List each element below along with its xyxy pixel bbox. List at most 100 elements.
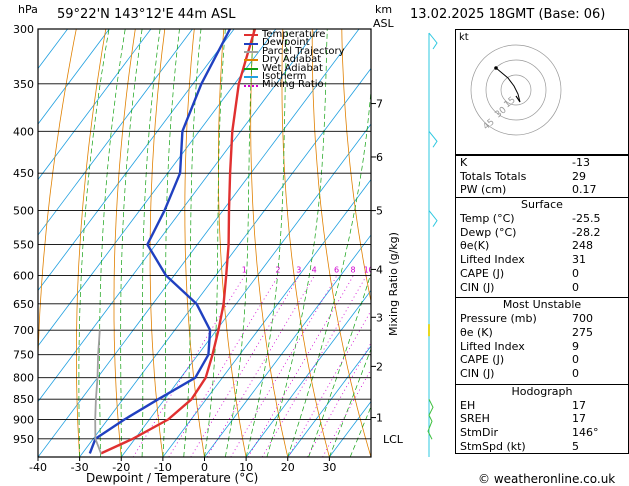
mixing-ratio-line: [132, 275, 246, 457]
hodograph-ring-label-15: 15: [503, 95, 518, 110]
legend-swatch: [244, 42, 258, 45]
legend-swatch: [244, 76, 258, 79]
mu-label: Pressure (mb): [460, 312, 537, 326]
temp-tick-label: -40: [29, 461, 47, 474]
legend-label: Wet Adiabat: [262, 62, 323, 74]
surface-label: Lifted Index: [460, 253, 525, 267]
temp-tick-label: 10: [239, 461, 253, 474]
legend-entry: Parcel Trajectory: [244, 46, 345, 57]
wet-adiabat-line: [308, 272, 371, 457]
hodograph-ring-45: [470, 44, 562, 136]
temp-tick-label: -30: [71, 461, 89, 474]
hodograph-kt-label: kt: [459, 32, 469, 43]
dry-adiabat-line: [370, 29, 371, 32]
legend-swatch: [244, 50, 258, 53]
km-tick-label: 1: [376, 412, 383, 425]
surface-row: Temp (°C) -25.5: [456, 212, 628, 226]
pressure-tick-label: 550: [13, 238, 34, 251]
mu-label: CAPE (J): [460, 353, 505, 367]
km-tick-label: 7: [376, 98, 383, 111]
indices-table: K -13 Totals Totals 29 PW (cm) 0.17 Surface…: [455, 155, 629, 455]
dry-adiabat-line: [38, 29, 77, 457]
hodograph-table-section: Hodograph EH 17 SREH 17 StmDir 146° StmSpd …: [456, 383, 628, 454]
dry-adiabat-line: [113, 29, 136, 457]
surface-row: CAPE (J) 0: [456, 267, 628, 281]
hodograph-ring-30: [485, 59, 547, 121]
hodograph-plot: 45 30 15: [470, 44, 562, 136]
temp-tick-label: 30: [322, 461, 336, 474]
pressure-tick-label: 600: [13, 269, 34, 282]
surface-row: Dewp (°C) -28.2: [456, 226, 628, 240]
legend-swatch: [244, 84, 258, 87]
hodograph-start-point: [494, 66, 498, 70]
chart-legend: Temperature Dewpoint Parcel Trajectory Dry …: [244, 29, 345, 90]
hodo-row: EH 17: [456, 399, 628, 413]
mixing-ratio-line: [247, 275, 354, 457]
hpa-label: hPa: [18, 3, 38, 16]
most-unstable-title: Most Unstable: [502, 298, 582, 312]
legend-entry: Isotherm: [244, 71, 345, 82]
hodo-value: 17: [572, 398, 586, 412]
legend-entry: Dewpoint: [244, 38, 345, 48]
mixing-ratio-axis-label: Mixing Ratio (g/kg): [387, 232, 400, 336]
hodograph-table-title: Hodograph: [511, 384, 573, 398]
index-row-k: K -13: [456, 156, 628, 170]
index-value: -13: [572, 156, 590, 169]
mu-row: Lifted Index 9: [456, 340, 628, 354]
dry-adiabat-line: [281, 29, 330, 457]
isotherm-line: [245, 289, 371, 457]
mixing-ratio-tick-label: 10: [364, 265, 374, 274]
mu-value: 275: [572, 325, 593, 339]
series-dewpoint: [88, 29, 232, 454]
km-tick-label: 4: [376, 263, 383, 276]
index-label: PW (cm): [460, 183, 507, 197]
mu-value: 0: [572, 366, 579, 380]
mixing-ratio-tick-label: 3: [296, 265, 301, 274]
hodo-row: SREH 17: [456, 412, 628, 426]
isotherm-line: [38, 29, 277, 347]
mu-row: CAPE (J) 0: [456, 353, 628, 367]
mixing-ratio-tick-label: 4: [312, 265, 317, 274]
surface-label: CAPE (J): [460, 266, 505, 280]
wind-barb: [428, 32, 438, 50]
isotherm-line: [38, 29, 152, 181]
index-value: 29: [572, 169, 586, 183]
temp-tick-label: 0: [201, 461, 208, 474]
surface-row: Lifted Index 31: [456, 253, 628, 267]
isotherm-line: [38, 29, 235, 292]
dry-adiabat-line: [311, 29, 371, 457]
mixing-ratio-tick-label: 8: [351, 265, 356, 274]
mu-label: θe (K): [460, 325, 493, 339]
copyright-footer[interactable]: © weatheronline.co.uk: [478, 472, 616, 486]
pressure-tick-label: 700: [13, 324, 34, 337]
index-label: K: [460, 156, 468, 169]
pressure-tick-label: 950: [13, 433, 34, 446]
legend-swatch: [244, 67, 258, 70]
temp-tick-label: -10: [154, 461, 172, 474]
surface-label: Dewp (°C): [460, 225, 517, 239]
dry-adiabat-line: [76, 29, 107, 457]
hodo-value: 5: [572, 439, 579, 453]
mu-value: 9: [572, 339, 579, 353]
hodo-label: EH: [460, 398, 476, 412]
pressure-tick-label: 900: [13, 414, 34, 427]
wet-adiabat-line: [266, 29, 328, 457]
dry-adiabat-line: [341, 29, 371, 304]
km-tick-label: 3: [376, 311, 383, 324]
surface-section: Surface Temp (°C) -25.5 Dewp (°C) -28.2 θe…: [456, 197, 628, 294]
legend-entry: Temperature: [244, 29, 345, 40]
pressure-tick-label: 300: [13, 23, 34, 36]
wet-adiabat-line: [204, 29, 226, 457]
hodo-label: StmDir: [460, 426, 499, 439]
surface-title: Surface: [521, 198, 563, 212]
hodo-value: 17: [572, 412, 586, 426]
km-tick-label: 5: [376, 205, 383, 218]
isotherm-line: [120, 123, 371, 457]
most-unstable-section: Most Unstable Pressure (mb) 700 θe (K) 275…: [456, 297, 628, 380]
index-row-pw: PW (cm) 0.17: [456, 183, 628, 197]
asl-label: ASL: [373, 17, 394, 30]
km-tick-label: 2: [376, 360, 383, 373]
pressure-tick-label: 850: [13, 393, 34, 406]
hodograph-panel: kt 45 30 15: [455, 29, 629, 155]
legend-entry: Mixing Ratio: [244, 80, 345, 90]
